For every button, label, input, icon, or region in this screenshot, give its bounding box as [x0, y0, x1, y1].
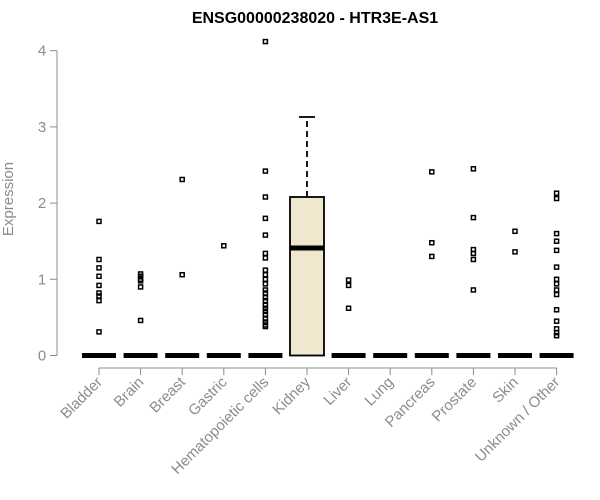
outlier-point — [553, 329, 560, 336]
outlier-point — [262, 311, 269, 318]
outlier-point — [429, 239, 435, 246]
box-group — [123, 271, 158, 358]
y-tick-label: 4 — [38, 43, 46, 60]
outlier-point — [137, 284, 144, 290]
outlier-point — [137, 317, 144, 324]
outlier-point — [470, 166, 477, 172]
box-group — [248, 38, 283, 358]
outlier-point — [553, 276, 560, 283]
outlier-point — [262, 316, 269, 322]
outlier-point — [96, 265, 102, 271]
outlier-point — [96, 256, 102, 263]
x-tick-label: Skin — [489, 374, 522, 407]
box-group — [498, 228, 532, 358]
y-tick-label: 2 — [38, 195, 46, 212]
box-group — [414, 169, 449, 358]
x-tick-label: Bladder — [57, 374, 106, 423]
outlier-point — [262, 294, 269, 301]
outlier-point — [262, 168, 269, 174]
outlier-point — [429, 169, 435, 175]
outlier-point — [470, 214, 477, 221]
outlier-point — [470, 250, 477, 257]
outlier-point — [470, 256, 477, 263]
outlier-point — [262, 290, 269, 296]
box-group — [165, 176, 200, 358]
outlier-point — [262, 250, 269, 257]
chart-title: ENSG00000238020 - HTR3E-AS1 — [192, 10, 438, 27]
outlier-point — [262, 194, 269, 200]
outlier-point — [553, 230, 560, 237]
outlier-point — [137, 278, 144, 284]
outlier-point — [512, 228, 518, 235]
outlier-point — [553, 332, 560, 339]
x-tick-label: Lung — [361, 374, 397, 410]
outlier-point — [553, 318, 560, 324]
outlier-point — [345, 277, 352, 283]
outlier-point — [221, 243, 227, 249]
outlier-point — [179, 271, 185, 278]
plot-area — [82, 38, 574, 358]
outlier-point — [262, 276, 269, 283]
outlier-point — [345, 305, 352, 312]
outlier-point — [262, 267, 269, 273]
outlier-point — [553, 238, 560, 244]
x-tick-label: Breast — [146, 373, 189, 416]
outlier-point — [262, 308, 269, 315]
outlier-point — [262, 323, 269, 330]
outlier-point — [262, 255, 269, 261]
x-tick-label: Liver — [320, 374, 355, 409]
box-group — [82, 218, 116, 358]
outlier-point — [262, 38, 269, 45]
x-tick-label: Kidney — [269, 373, 314, 418]
outlier-point — [262, 297, 269, 304]
box-group — [331, 277, 366, 358]
outlier-point — [553, 190, 560, 196]
outlier-point — [96, 297, 102, 304]
outlier-point — [96, 293, 102, 299]
outlier-point — [262, 271, 269, 278]
outlier-point — [96, 290, 102, 296]
outlier-point — [262, 305, 269, 312]
outlier-point — [96, 282, 102, 289]
outlier-point — [345, 282, 352, 289]
outlier-point — [262, 215, 269, 222]
outlier-point — [553, 287, 560, 293]
outlier-point — [429, 253, 435, 260]
y-tick-label: 3 — [38, 119, 46, 136]
outlier-point — [553, 247, 560, 254]
outlier-point — [553, 307, 560, 313]
y-axis: 0 1 2 3 4 — [38, 43, 58, 365]
y-axis-label: Expression — [0, 162, 17, 236]
box-group — [539, 190, 574, 358]
outlier-point — [96, 329, 102, 335]
box-body — [289, 196, 325, 357]
outlier-point — [96, 273, 102, 280]
outlier-point — [179, 176, 185, 183]
y-tick-label: 1 — [38, 271, 46, 288]
outlier-point — [96, 218, 102, 225]
box-group — [289, 116, 325, 357]
outlier-point — [262, 302, 269, 308]
outlier-point — [470, 287, 477, 293]
box-group — [456, 166, 491, 358]
outlier-point — [553, 195, 560, 202]
box-group — [206, 243, 241, 358]
x-tick-label: Prostate — [429, 374, 481, 426]
outlier-point — [512, 249, 518, 255]
outlier-point — [553, 281, 560, 287]
x-tick-label: Brain — [111, 374, 148, 411]
outlier-point — [262, 281, 269, 287]
outlier-point — [262, 232, 269, 238]
outlier-point — [553, 291, 560, 298]
outlier-point — [553, 264, 560, 270]
y-tick-label: 0 — [38, 348, 46, 365]
outlier-point — [262, 287, 269, 293]
